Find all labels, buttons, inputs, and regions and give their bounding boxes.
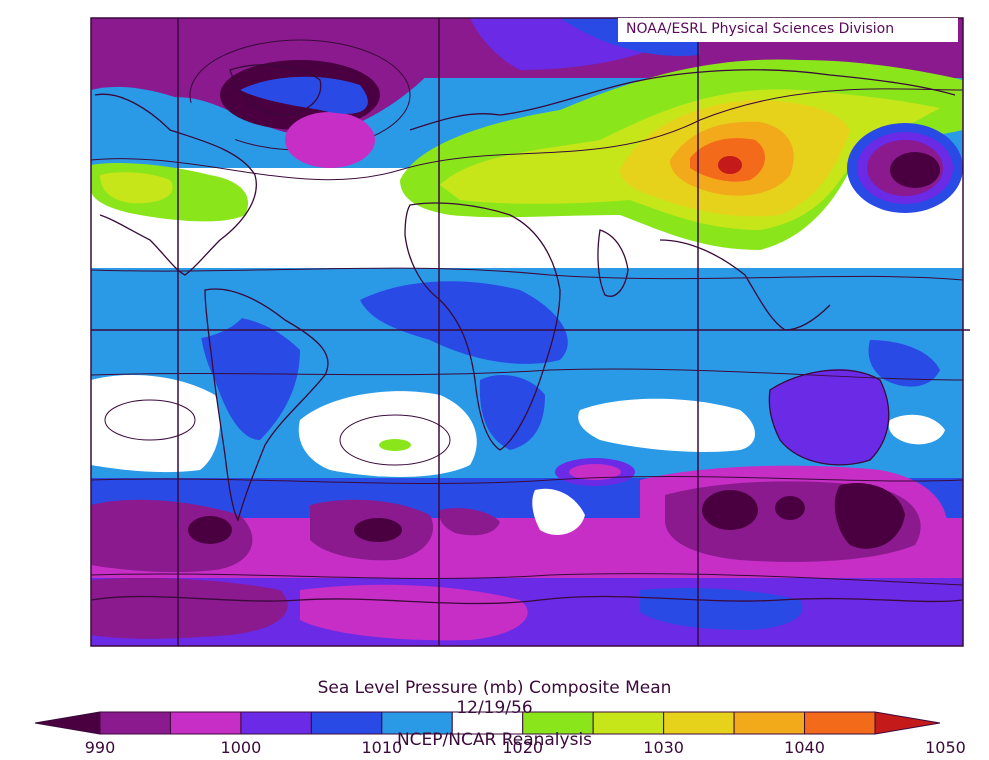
s-pacific-low-core [188,516,232,544]
indian-ocean-high [578,398,755,452]
tasman-high [888,414,945,445]
siberian-high-core [718,156,742,174]
color-bar-max-arrow [874,711,941,735]
north-america-coast [94,93,257,276]
europe-asia-coast [409,69,956,131]
india-coast [597,229,629,297]
west-blue-patch [91,86,236,164]
color-bar-tick-label: 1000 [220,738,262,757]
south-america-coast [204,288,329,522]
s-indian-magenta [569,464,621,480]
pressure-map [90,17,970,647]
antarctic-violet-west [91,578,288,639]
credit-box [618,18,958,42]
color-bar-tick-label: 1040 [784,738,825,757]
coastlines [91,64,963,605]
australia-coast [768,369,890,466]
antarctic-magenta [300,584,528,641]
indian-ocean-blue [360,281,568,364]
map-frame [90,17,964,647]
map-title: Sea Level Pressure (mb) Composite Mean [317,678,672,698]
s-indian-white-patch [532,488,585,535]
s-australia-core-3 [834,483,905,549]
contour-lines [91,88,963,586]
greenland-coast [229,64,322,116]
s-atlantic-low-east [439,508,500,536]
color-bar-tick-label: 1050 [925,738,966,757]
australia-violet [769,369,889,465]
south-atlantic-high-core [379,439,411,451]
s-pacific-blue-east [91,280,250,340]
antarctica-coast [91,595,963,605]
s-australia-core-1 [702,490,758,530]
map-date: 12/19/56 [456,698,533,718]
africa-coast [404,202,561,451]
se-asia-coast [659,239,831,331]
south-america-blue [200,316,300,440]
pacific-blue-right [868,340,940,387]
north-atlantic-low [285,112,375,168]
n-pacific-blue [240,76,368,114]
color-bar [34,711,941,735]
credit-label: NOAA/ESRL Physical Sciences Division [626,21,895,37]
s-australia-core-2 [775,496,805,520]
color-bar-tick-label: 1030 [643,738,684,757]
nw-pacific-low-core [890,152,940,188]
south-atlantic-high [298,391,477,477]
africa-blue [479,375,545,450]
se-pacific-high [91,375,220,473]
data-source: NCEP/NCAR Reanalysis [396,730,593,750]
color-bar-tick-label: 990 [84,738,116,757]
color-bar-tick-label: 1020 [502,738,544,757]
north-america-yg [100,172,173,204]
s-atlantic-low-core [354,518,402,542]
graticule [91,18,963,646]
color-bar-tick-label: 1010 [361,738,403,757]
